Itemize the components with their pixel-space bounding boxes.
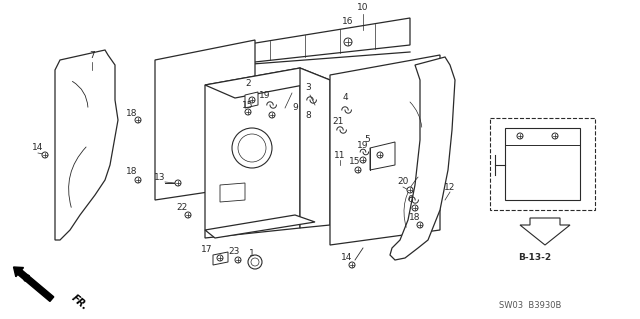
Polygon shape	[155, 40, 255, 200]
Text: 15: 15	[243, 100, 253, 109]
Polygon shape	[520, 218, 570, 245]
Circle shape	[42, 152, 48, 158]
Polygon shape	[55, 50, 118, 240]
Text: 19: 19	[357, 140, 369, 150]
Text: 14: 14	[341, 254, 353, 263]
Circle shape	[552, 133, 558, 139]
Text: 18: 18	[126, 167, 138, 176]
Text: 10: 10	[357, 4, 369, 12]
Circle shape	[407, 187, 413, 193]
Polygon shape	[205, 215, 315, 238]
Text: 23: 23	[228, 248, 240, 256]
Polygon shape	[200, 18, 410, 68]
Text: SW03  B3930B: SW03 B3930B	[499, 300, 561, 309]
Circle shape	[417, 222, 423, 228]
Circle shape	[135, 177, 141, 183]
Text: 3: 3	[305, 84, 311, 93]
Text: 15: 15	[349, 158, 361, 167]
Text: 8: 8	[305, 110, 311, 120]
Text: 20: 20	[397, 177, 409, 187]
Text: 18: 18	[409, 213, 420, 222]
Circle shape	[377, 152, 383, 158]
Text: 2: 2	[245, 78, 251, 87]
Text: 17: 17	[201, 246, 212, 255]
Circle shape	[238, 134, 266, 162]
Text: 21: 21	[332, 117, 344, 127]
Circle shape	[248, 255, 262, 269]
Circle shape	[175, 180, 181, 186]
Polygon shape	[213, 252, 228, 265]
FancyArrow shape	[13, 267, 24, 277]
Circle shape	[355, 167, 361, 173]
Circle shape	[349, 262, 355, 268]
Text: 1: 1	[249, 249, 255, 257]
Text: 14: 14	[32, 144, 44, 152]
Circle shape	[269, 112, 275, 118]
Circle shape	[217, 255, 223, 261]
Polygon shape	[390, 57, 455, 260]
Text: FR.: FR.	[70, 293, 90, 312]
Polygon shape	[505, 128, 580, 200]
Text: 16: 16	[342, 18, 354, 26]
Text: 6: 6	[407, 196, 413, 204]
Text: 22: 22	[177, 204, 188, 212]
Polygon shape	[220, 183, 245, 202]
Circle shape	[185, 212, 191, 218]
Text: 18: 18	[126, 108, 138, 117]
Text: 5: 5	[364, 136, 370, 145]
Polygon shape	[245, 92, 258, 108]
Text: 9: 9	[292, 103, 298, 113]
Circle shape	[360, 157, 366, 163]
Text: 13: 13	[154, 173, 166, 182]
Polygon shape	[330, 55, 440, 245]
Circle shape	[251, 258, 259, 266]
Text: 19: 19	[259, 91, 271, 100]
Polygon shape	[205, 68, 330, 98]
Text: 7: 7	[89, 50, 95, 60]
Text: B-13-2: B-13-2	[518, 254, 552, 263]
FancyArrow shape	[16, 269, 54, 301]
Polygon shape	[370, 142, 395, 170]
Circle shape	[235, 257, 241, 263]
Circle shape	[344, 38, 352, 46]
Text: 4: 4	[342, 93, 348, 102]
Circle shape	[412, 205, 418, 211]
Polygon shape	[205, 68, 300, 238]
Circle shape	[135, 117, 141, 123]
Circle shape	[249, 97, 255, 103]
Circle shape	[517, 133, 523, 139]
Text: 11: 11	[334, 151, 346, 160]
Text: 12: 12	[444, 183, 456, 192]
Circle shape	[245, 109, 251, 115]
Circle shape	[232, 128, 272, 168]
Polygon shape	[300, 68, 330, 228]
